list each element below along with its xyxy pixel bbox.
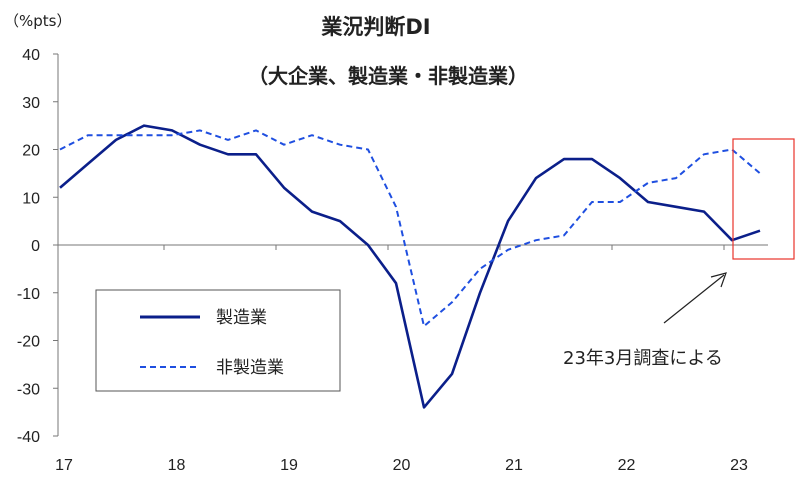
y-tick-label: 10 bbox=[22, 190, 40, 207]
x-axis-ticks: 17 18 19 20 21 22 23 bbox=[55, 245, 748, 474]
series-line-nonmanufacturing bbox=[59, 129, 761, 328]
legend-label-nonmanufacturing: 非製造業 bbox=[216, 358, 284, 378]
x-tick-label: 22 bbox=[618, 457, 636, 474]
annotation-text: 23年3月調査による bbox=[563, 348, 723, 369]
x-tick-label: 21 bbox=[505, 457, 523, 474]
legend-label-manufacturing: 製造業 bbox=[216, 308, 267, 328]
y-axis-ticks: 40 30 20 10 0 -10 -20 -30 -40 bbox=[17, 47, 58, 446]
series-line-manufacturing bbox=[59, 124, 761, 409]
y-tick-label: -20 bbox=[17, 334, 40, 351]
y-tick-label: -40 bbox=[17, 429, 40, 446]
y-unit-label: （%pts） bbox=[4, 12, 71, 30]
annotation-arrowhead bbox=[710, 272, 727, 288]
x-tick-label: 17 bbox=[55, 457, 73, 474]
y-tick-label: 20 bbox=[22, 143, 40, 160]
chart-subtitle: （大企業、製造業・非製造業） bbox=[248, 64, 528, 88]
x-tick-label: 20 bbox=[393, 457, 411, 474]
series-layer bbox=[59, 124, 761, 409]
annotation-arrow-line bbox=[663, 274, 725, 324]
y-tick-label: 40 bbox=[22, 47, 40, 64]
x-tick-label: 19 bbox=[280, 457, 298, 474]
x-tick-label: 23 bbox=[730, 457, 748, 474]
legend-box bbox=[95, 289, 341, 392]
y-tick-label: -10 bbox=[17, 286, 40, 303]
x-tick-label: 18 bbox=[168, 457, 186, 474]
chart-title: 業況判断DI bbox=[321, 15, 430, 39]
y-tick-label: -30 bbox=[17, 381, 40, 398]
y-tick-label: 0 bbox=[31, 238, 40, 255]
y-tick-label: 30 bbox=[22, 95, 40, 112]
highlight-box bbox=[732, 138, 795, 260]
